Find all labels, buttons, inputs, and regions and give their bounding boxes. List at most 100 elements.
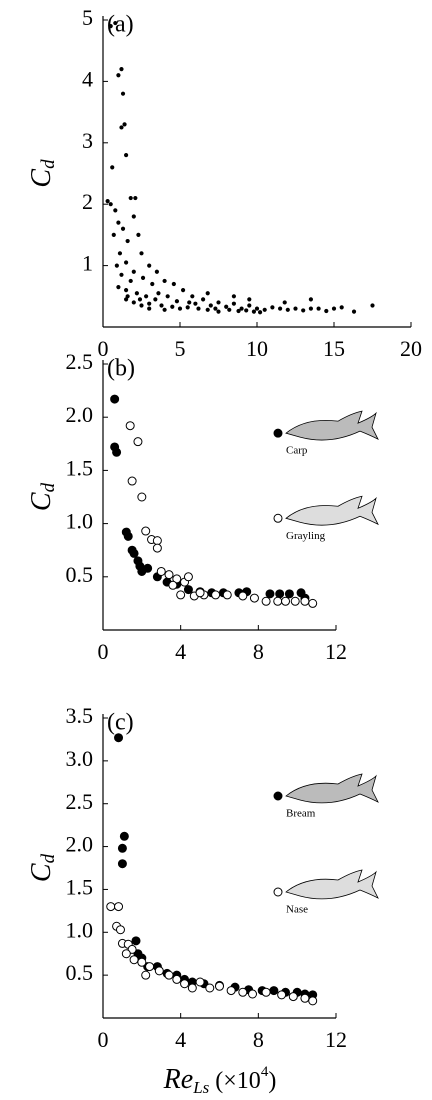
scatter-point bbox=[316, 306, 321, 311]
scatter-point bbox=[226, 986, 236, 996]
scatter-point bbox=[139, 251, 144, 256]
scatter-point bbox=[288, 992, 298, 1002]
scatter-point bbox=[143, 563, 153, 573]
x-label-unit: (×10 bbox=[215, 1068, 261, 1094]
scatter-point bbox=[117, 843, 127, 853]
scatter-point bbox=[180, 979, 190, 989]
scatter-point bbox=[127, 476, 137, 486]
scatter-point bbox=[122, 122, 127, 127]
scatter-point bbox=[141, 970, 151, 980]
scatter-point bbox=[154, 966, 164, 976]
scatter-point bbox=[196, 306, 201, 311]
scatter-point bbox=[238, 987, 248, 997]
scatter-point bbox=[136, 232, 141, 237]
scatter-point bbox=[117, 859, 127, 869]
y-tick-label: 5 bbox=[82, 5, 93, 30]
scatter-point bbox=[339, 305, 344, 310]
scatter-point bbox=[224, 304, 229, 309]
scatter-point bbox=[119, 831, 129, 841]
scatter-point bbox=[176, 590, 186, 600]
scatter-point bbox=[147, 306, 152, 311]
scatter-point bbox=[281, 596, 291, 606]
y-tick-label: 0.5 bbox=[66, 960, 94, 985]
scatter-point bbox=[300, 993, 310, 1003]
y-tick-label: 2.0 bbox=[66, 832, 94, 857]
scatter-point bbox=[129, 955, 139, 965]
scatter-point bbox=[111, 232, 116, 237]
scatter-point bbox=[170, 304, 175, 309]
x-tick-label: 12 bbox=[325, 639, 347, 664]
y-tick-label: 2.5 bbox=[66, 789, 94, 814]
scatter-point bbox=[164, 970, 174, 980]
x-tick-label: 15 bbox=[323, 336, 345, 361]
scatter-point bbox=[108, 24, 113, 29]
scatter-point bbox=[112, 447, 122, 457]
x-tick-label: 8 bbox=[253, 639, 264, 664]
scatter-point bbox=[154, 269, 159, 274]
scatter-point bbox=[147, 301, 152, 306]
scatter-point bbox=[308, 306, 313, 311]
scatter-point bbox=[195, 977, 205, 987]
scatter-point bbox=[238, 591, 248, 601]
y-axis-label: Cd bbox=[26, 853, 59, 882]
x-tick-label: 0 bbox=[98, 1027, 109, 1052]
scatter-point bbox=[168, 580, 178, 590]
scatter-point bbox=[216, 309, 221, 314]
scatter-point bbox=[275, 589, 285, 599]
scatter-point bbox=[124, 260, 129, 265]
scatter-point bbox=[278, 306, 283, 311]
x-label-close: ) bbox=[268, 1068, 276, 1094]
panel-label: (b) bbox=[107, 356, 135, 382]
scatter-point bbox=[183, 572, 193, 582]
scatter-point bbox=[141, 526, 151, 536]
scatter-point bbox=[216, 300, 221, 305]
scatter-point bbox=[187, 300, 192, 305]
scatter-point bbox=[351, 309, 357, 314]
scatter-point bbox=[128, 278, 133, 284]
scatter-point bbox=[183, 585, 193, 595]
scatter-point bbox=[128, 195, 133, 201]
scatter-point bbox=[131, 214, 136, 219]
scatter-point bbox=[211, 590, 221, 600]
scatter-point bbox=[124, 288, 129, 293]
y-tick-label: 4 bbox=[82, 66, 93, 91]
x-tick-label: 5 bbox=[175, 336, 186, 361]
scatter-point bbox=[308, 996, 318, 1006]
scatter-point bbox=[125, 238, 130, 244]
scatter-point bbox=[133, 195, 138, 201]
scatter-point bbox=[129, 548, 139, 558]
scatter-point bbox=[205, 983, 215, 993]
scatter-point bbox=[247, 303, 252, 308]
scatter-point bbox=[119, 125, 124, 130]
scatter-point bbox=[123, 531, 133, 541]
scatter-point bbox=[171, 281, 176, 287]
scatter-point bbox=[205, 291, 210, 296]
x-axis-label: ReLs (×104) bbox=[163, 1064, 277, 1096]
x-label-base: Re bbox=[163, 1064, 194, 1095]
scatter-point bbox=[121, 949, 131, 959]
y-tick-label: 1.5 bbox=[66, 455, 94, 480]
scatter-point bbox=[172, 574, 182, 584]
scatter-point bbox=[145, 962, 155, 972]
scatter-point bbox=[156, 566, 166, 576]
scatter-point bbox=[131, 300, 136, 305]
scatter-point bbox=[185, 305, 190, 310]
scatter-point bbox=[293, 306, 298, 311]
scatter-point bbox=[239, 306, 244, 311]
scatter-point bbox=[108, 202, 113, 207]
scatter-point bbox=[105, 199, 110, 204]
scatter-point bbox=[236, 308, 241, 314]
scatter-point bbox=[120, 226, 126, 231]
scatter-point bbox=[231, 301, 236, 306]
legend-label: Nase bbox=[286, 904, 308, 916]
scatter-point bbox=[244, 308, 249, 313]
legend-marker bbox=[273, 887, 283, 897]
scatter-point bbox=[222, 590, 232, 600]
scatter-point bbox=[190, 294, 195, 299]
legend-marker bbox=[273, 513, 283, 523]
scatter-point bbox=[162, 278, 167, 284]
scatter-point bbox=[137, 297, 143, 302]
y-axis-label: Cd bbox=[26, 159, 59, 188]
scatter-point bbox=[124, 297, 129, 302]
scatter-point bbox=[114, 733, 124, 743]
